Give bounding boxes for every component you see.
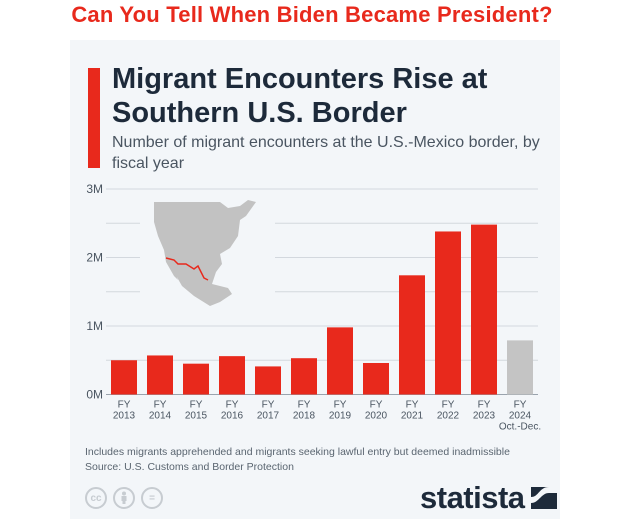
x-tick-label: 2018 xyxy=(293,411,316,422)
x-tick-label: 2024 xyxy=(509,411,532,422)
y-tick-label: 2M xyxy=(86,251,103,265)
chart-notes: Includes migrants apprehended and migran… xyxy=(85,445,510,475)
y-tick-label: 3M xyxy=(86,182,103,196)
north-america-map-icon xyxy=(154,200,256,306)
x-tick-label: 2016 xyxy=(221,411,244,422)
bar-fy-2018 xyxy=(291,358,317,395)
chart-title: Migrant Encounters Rise at Southern U.S.… xyxy=(112,63,488,129)
x-tick-label: Oct.-Dec. xyxy=(499,422,541,433)
x-tick-label: 2023 xyxy=(473,411,496,422)
us-mexico-border-line xyxy=(165,257,209,281)
x-tick-label: 2022 xyxy=(437,411,460,422)
x-tick-label: 2015 xyxy=(185,411,208,422)
attribution-icon[interactable] xyxy=(113,487,135,509)
x-tick-label: FY xyxy=(478,400,491,411)
bar-fy-2017 xyxy=(255,366,281,395)
y-tick-label: 0M xyxy=(86,388,103,402)
x-tick-label: 2021 xyxy=(401,411,424,422)
source: Source: U.S. Customs and Border Protecti… xyxy=(85,461,294,473)
infographic-card: Migrant Encounters Rise at Southern U.S.… xyxy=(70,40,560,519)
bar-fy-2021 xyxy=(399,275,425,395)
x-tick-label: 2019 xyxy=(329,411,352,422)
bar-fy-2016 xyxy=(219,356,245,395)
x-tick-label: FY xyxy=(262,400,275,411)
bar-fy-2020 xyxy=(363,362,389,395)
statista-logo-icon xyxy=(530,487,557,509)
x-tick-label: FY xyxy=(442,400,455,411)
x-tick-label: FY xyxy=(298,400,311,411)
x-tick-label: 2014 xyxy=(149,411,172,422)
x-tick-label: 2013 xyxy=(113,411,136,422)
x-tick-label: FY xyxy=(406,400,419,411)
logo-text: statista xyxy=(420,480,525,515)
chart-subtitle: Number of migrant encounters at the U.S.… xyxy=(112,134,540,172)
cc-icon[interactable]: cc xyxy=(85,487,107,509)
bar-fy-2022 xyxy=(435,231,461,395)
bar-fy-2014 xyxy=(147,355,173,395)
bar-fy-2015 xyxy=(183,363,209,395)
x-tick-label: FY xyxy=(190,400,203,411)
x-tick-label: FY xyxy=(226,400,239,411)
title-accent-bar xyxy=(88,68,100,168)
x-tick-label: 2020 xyxy=(365,411,388,422)
y-tick-label: 1M xyxy=(86,319,103,333)
footnote: Includes migrants apprehended and migran… xyxy=(85,446,510,458)
x-tick-label: FY xyxy=(370,400,383,411)
bar-fy-2024-oct-dec- xyxy=(507,340,533,395)
bar-fy-2013 xyxy=(111,360,137,395)
x-tick-label: FY xyxy=(154,400,167,411)
no-derivatives-icon[interactable]: = xyxy=(141,487,163,509)
statista-logo[interactable]: statista xyxy=(420,480,557,516)
license-icons[interactable]: cc = xyxy=(85,487,163,509)
x-tick-label: FY xyxy=(514,400,527,411)
bar-fy-2019 xyxy=(327,327,353,395)
x-tick-label: 2017 xyxy=(257,411,280,422)
headline: Can You Tell When Biden Became President… xyxy=(71,2,553,27)
x-tick-label: FY xyxy=(118,400,131,411)
x-tick-label: FY xyxy=(334,400,347,411)
bar-chart: 0M1M2M3MFY2013FY2014FY2015FY2016FY2017FY… xyxy=(86,182,541,433)
bar-fy-2023 xyxy=(471,224,497,395)
